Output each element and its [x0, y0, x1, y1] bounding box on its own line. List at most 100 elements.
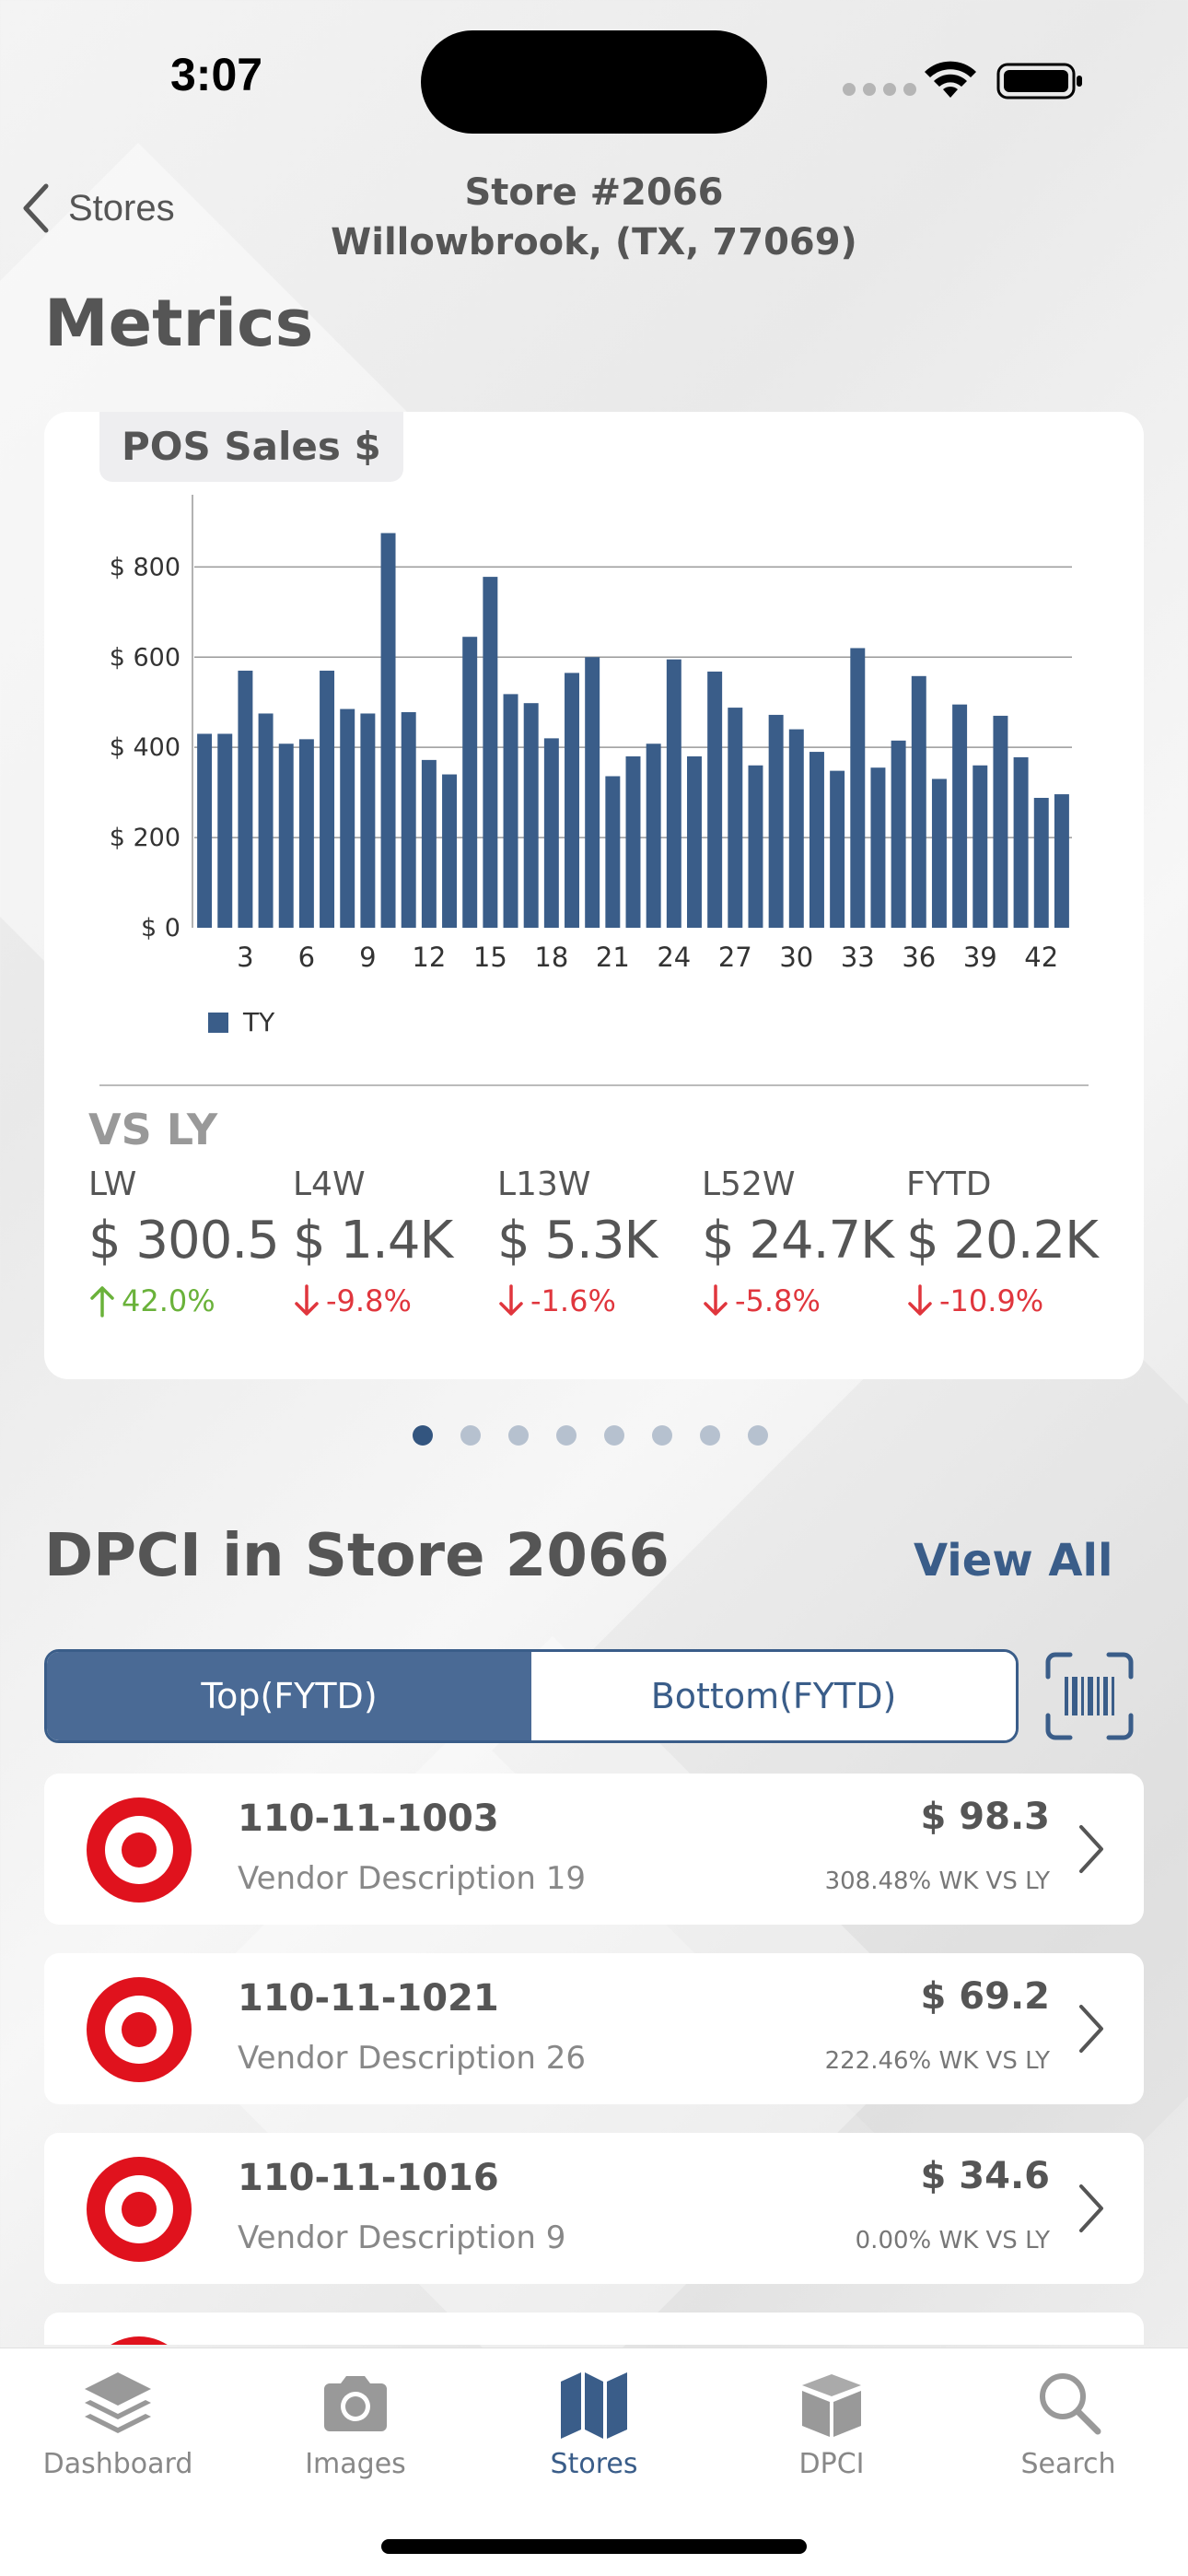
kpi-change: -10.9%: [906, 1283, 1111, 1318]
kpi-label: L52W: [702, 1165, 796, 1203]
bar: [523, 703, 539, 928]
top-bottom-segmented-control[interactable]: Top(FYTD) Bottom(FYTD): [44, 1649, 1019, 1743]
wk-vs-ly-percent: 0.00% WK VS LY: [855, 2227, 1050, 2254]
bar: [340, 708, 355, 928]
kpi-value: $ 5.3K: [497, 1211, 658, 1270]
bar: [728, 708, 743, 928]
bar: [768, 714, 784, 928]
home-indicator: [381, 2539, 807, 2554]
vendor-description: Vendor Description 26: [238, 2040, 586, 2077]
kpi-l4w: L4W $ 1.4K -9.8%: [293, 1165, 497, 1318]
x-tick-label: 18: [534, 942, 568, 973]
tab-images[interactable]: Images: [263, 2365, 448, 2480]
x-tick-label: 33: [841, 942, 875, 973]
map-icon: [561, 2372, 627, 2439]
cellular-signal-icon: [843, 83, 916, 96]
status-bar: 3:07: [0, 0, 1188, 157]
dpci-list[interactable]: 110-11-1003 Vendor Description 19 $ 98.3 30…: [44, 1774, 1144, 2345]
kpi-label: L13W: [497, 1165, 591, 1203]
tab-top-fytd[interactable]: Top(FYTD): [47, 1652, 531, 1740]
kpi-label: LW: [88, 1165, 137, 1203]
tab-stores[interactable]: Stores: [502, 2365, 686, 2480]
page-dot[interactable]: [748, 1425, 768, 1446]
x-tick-label: 21: [596, 942, 630, 973]
kpi-l52w: L52W $ 24.7K -5.8%: [702, 1165, 906, 1318]
bar: [707, 671, 723, 928]
page-dot[interactable]: [460, 1425, 481, 1446]
bar: [973, 765, 988, 928]
bar: [931, 779, 947, 928]
chart-title: POS Sales $: [99, 412, 403, 482]
kpi-value: $ 20.2K: [906, 1211, 1099, 1270]
bar: [258, 713, 274, 928]
sales-amount: $ 34.6: [920, 2155, 1050, 2197]
x-tick-label: 36: [902, 942, 936, 973]
y-tick-label: $ 200: [110, 824, 181, 852]
bar: [666, 659, 681, 928]
vendor-description: Vendor Description 19: [238, 1860, 586, 1897]
bar: [442, 774, 458, 928]
bar: [687, 755, 702, 928]
target-logo-icon: [87, 2157, 192, 2262]
tab-dashboard[interactable]: Dashboard: [26, 2365, 210, 2480]
bar: [605, 776, 621, 928]
list-item[interactable]: [44, 2313, 1144, 2345]
x-tick-label: 39: [963, 942, 997, 973]
x-tick-label: 27: [718, 942, 752, 973]
bar: [278, 744, 294, 928]
page-dot[interactable]: [413, 1425, 433, 1446]
list-item[interactable]: 110-11-1003 Vendor Description 19 $ 98.3 30…: [44, 1774, 1144, 1925]
arrow-up-icon: [90, 1286, 114, 1317]
kpi-change-value: -9.8%: [326, 1283, 412, 1318]
sales-amount: $ 69.2: [920, 1975, 1050, 2018]
bar: [1054, 794, 1069, 928]
kpi-label: FYTD: [906, 1165, 992, 1203]
page-dot[interactable]: [556, 1425, 577, 1446]
legend-label: TY: [243, 1007, 275, 1037]
bar: [993, 715, 1008, 928]
layers-icon: [85, 2372, 151, 2433]
y-tick-label: $ 600: [110, 643, 181, 672]
arrow-down-icon: [908, 1284, 932, 1316]
kpi-value: $ 300.5: [88, 1211, 280, 1270]
tab-bottom-fytd[interactable]: Bottom(FYTD): [531, 1652, 1016, 1740]
metrics-card[interactable]: POS Sales $ $ 0 $ 200 $ 400 $ 600 $ 800 3 6 9 12…: [44, 412, 1144, 1379]
divider: [99, 1084, 1089, 1086]
page-indicator[interactable]: [413, 1425, 768, 1446]
bar: [238, 670, 253, 928]
page-dot[interactable]: [508, 1425, 529, 1446]
kpi-change-value: -1.6%: [530, 1283, 616, 1318]
back-button[interactable]: Stores: [18, 181, 175, 236]
kpi-change: -5.8%: [702, 1283, 906, 1318]
barcode-scan-icon[interactable]: [1042, 1649, 1136, 1743]
bar: [625, 755, 641, 928]
back-button-label: Stores: [68, 187, 175, 228]
tab-label: Images: [305, 2448, 406, 2480]
tab-search[interactable]: Search: [976, 2365, 1160, 2480]
tab-dpci[interactable]: DPCI: [740, 2365, 924, 2480]
status-time: 3:07: [170, 49, 263, 100]
view-all-button[interactable]: View All: [914, 1535, 1113, 1587]
kpi-change-value: -5.8%: [735, 1283, 821, 1318]
x-tick-label: 15: [473, 942, 507, 973]
list-item[interactable]: 110-11-1021 Vendor Description 26 $ 69.2 22…: [44, 1953, 1144, 2104]
page-dot[interactable]: [604, 1425, 624, 1446]
bar: [217, 733, 233, 928]
chevron-right-icon: [1079, 2005, 1103, 2053]
kpi-change: 42.0%: [88, 1283, 293, 1318]
bar: [503, 694, 518, 928]
page-dot[interactable]: [700, 1425, 720, 1446]
bar: [911, 675, 926, 928]
x-tick-label: 9: [359, 942, 376, 973]
metrics-heading: Metrics: [44, 286, 314, 361]
chevron-right-icon: [1079, 1825, 1103, 1873]
bar: [830, 770, 845, 928]
x-tick-label: 24: [657, 942, 691, 973]
page-dot[interactable]: [652, 1425, 672, 1446]
chevron-left-icon: [23, 183, 49, 233]
y-tick-label: $ 800: [110, 553, 181, 581]
bar: [788, 729, 804, 928]
list-item[interactable]: 110-11-1016 Vendor Description 9 $ 34.6 0.0…: [44, 2133, 1144, 2284]
target-logo-icon: [87, 1977, 192, 2082]
